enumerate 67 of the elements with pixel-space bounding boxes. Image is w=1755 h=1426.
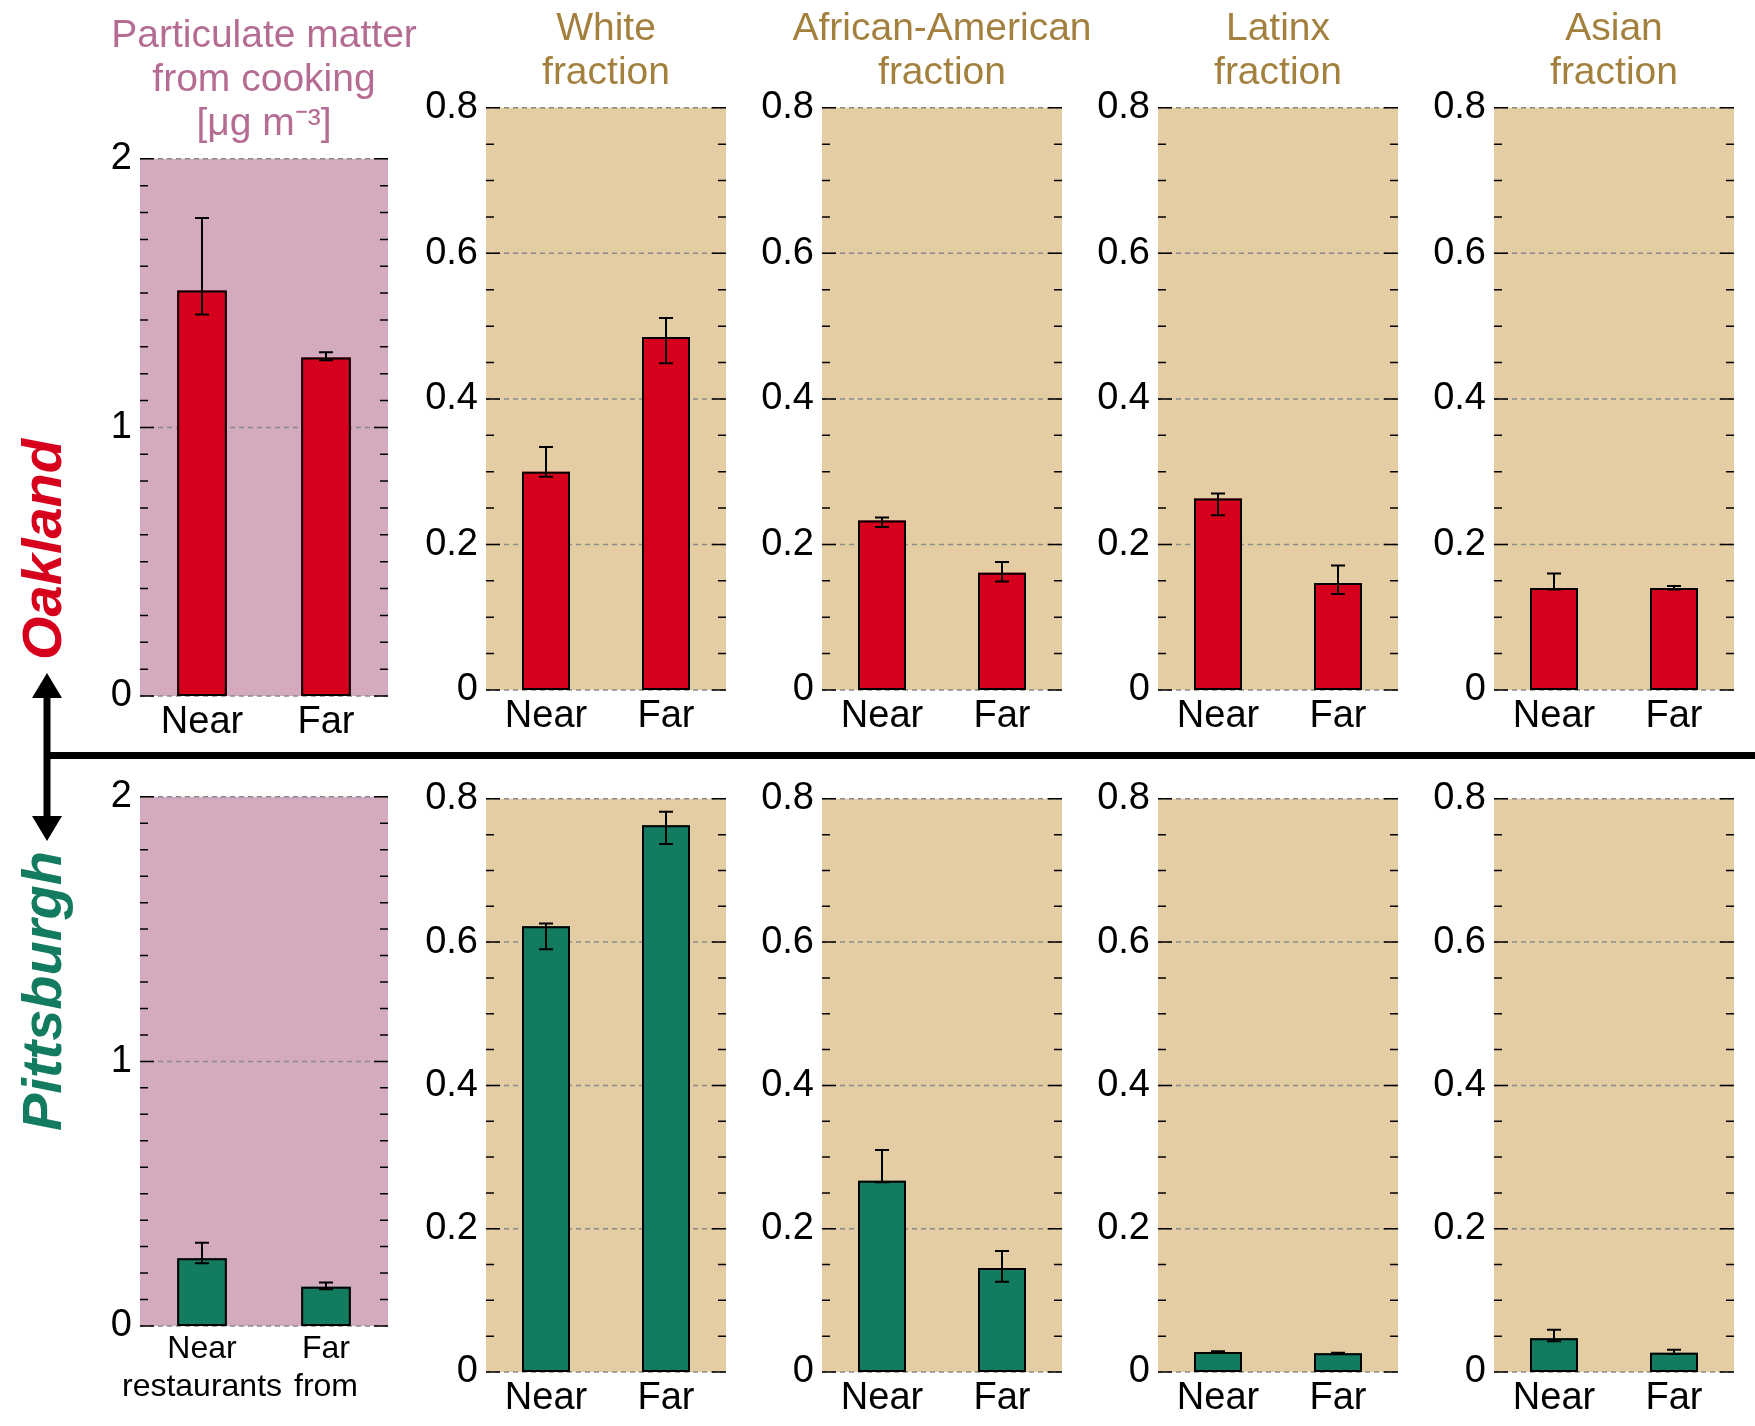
y-tick-label: 0: [110, 672, 132, 715]
x-tick-label: Far: [1309, 693, 1367, 736]
y-tick-label: 0.4: [761, 375, 814, 418]
y-tick-label: 0.2: [1433, 1205, 1486, 1248]
x-tick-label: Near: [1512, 1375, 1596, 1418]
y-tick-label: 0.6: [425, 918, 478, 961]
chart-title: White fraction: [542, 5, 670, 93]
x-tick-label: Near: [160, 699, 244, 742]
y-tick-label: 0: [1128, 666, 1150, 709]
x-tick-label: Far: [973, 1375, 1031, 1418]
y-tick-label: 0.4: [1433, 375, 1486, 418]
y-tick-label: 0.6: [425, 229, 478, 272]
chart-title: Latinx fraction: [1214, 5, 1342, 93]
y-tick-label: 0.4: [1097, 375, 1150, 418]
x-tick-label: Near: [1176, 693, 1260, 736]
y-tick-label: 0.8: [1433, 775, 1486, 818]
y-tick-label: 0.2: [1097, 520, 1150, 563]
y-axis-title: Oakland: [10, 439, 73, 660]
y-tick-label: 0.4: [1097, 1061, 1150, 1104]
y-tick-label: 2: [110, 773, 132, 816]
y-axis-title: Pittsburgh: [10, 851, 73, 1131]
y-tick-label: 1: [110, 1037, 132, 1080]
y-tick-label: 0.8: [425, 84, 478, 127]
x-tick-label: Far: [637, 693, 695, 736]
y-tick-label: 0.8: [1097, 775, 1150, 818]
y-tick-label: 0.6: [1097, 229, 1150, 272]
y-tick-label: 0.6: [1097, 918, 1150, 961]
y-tick-label: 0.6: [761, 918, 814, 961]
x-tick-label: Far from: [294, 1329, 358, 1404]
y-tick-label: 0.8: [761, 775, 814, 818]
x-tick-label: Far: [1645, 693, 1703, 736]
x-tick-label: Near: [840, 1375, 924, 1418]
y-tick-label: 0: [456, 1348, 478, 1391]
x-tick-label: Far: [637, 1375, 695, 1418]
y-tick-label: 0.2: [761, 520, 814, 563]
y-tick-label: 0.6: [1433, 918, 1486, 961]
y-tick-label: 0: [792, 666, 814, 709]
y-tick-label: 0.2: [761, 1205, 814, 1248]
x-tick-label: Far: [297, 699, 355, 742]
y-tick-label: 0.4: [761, 1061, 814, 1104]
y-tick-label: 0: [1464, 1348, 1486, 1391]
x-tick-label: Far: [1645, 1375, 1703, 1418]
chart-title: Asian fraction: [1550, 5, 1678, 93]
y-tick-label: 0.4: [1433, 1061, 1486, 1104]
y-tick-label: 0.4: [425, 375, 478, 418]
y-tick-label: 0.2: [425, 520, 478, 563]
x-tick-label: Near: [840, 693, 924, 736]
x-tick-label: Far: [973, 693, 1031, 736]
y-tick-label: 0.4: [425, 1061, 478, 1104]
y-tick-label: 0: [792, 1348, 814, 1391]
y-tick-label: 0: [456, 666, 478, 709]
x-tick-label: Near: [504, 1375, 588, 1418]
y-tick-label: 1: [110, 403, 132, 446]
y-tick-label: 0.6: [761, 229, 814, 272]
x-tick-label: Far: [1309, 1375, 1367, 1418]
x-tick-label: Near: [504, 693, 588, 736]
y-tick-label: 0.2: [425, 1205, 478, 1248]
y-tick-label: 0: [1128, 1348, 1150, 1391]
y-tick-label: 0.2: [1433, 520, 1486, 563]
y-tick-label: 0.8: [425, 775, 478, 818]
y-tick-label: 0: [1464, 666, 1486, 709]
y-tick-label: 0.8: [1097, 84, 1150, 127]
x-tick-label: Near: [1176, 1375, 1260, 1418]
y-tick-label: 0.2: [1097, 1205, 1150, 1248]
y-tick-label: 0.8: [1433, 84, 1486, 127]
x-tick-label: Near: [1512, 693, 1596, 736]
y-tick-label: 0.6: [1433, 229, 1486, 272]
